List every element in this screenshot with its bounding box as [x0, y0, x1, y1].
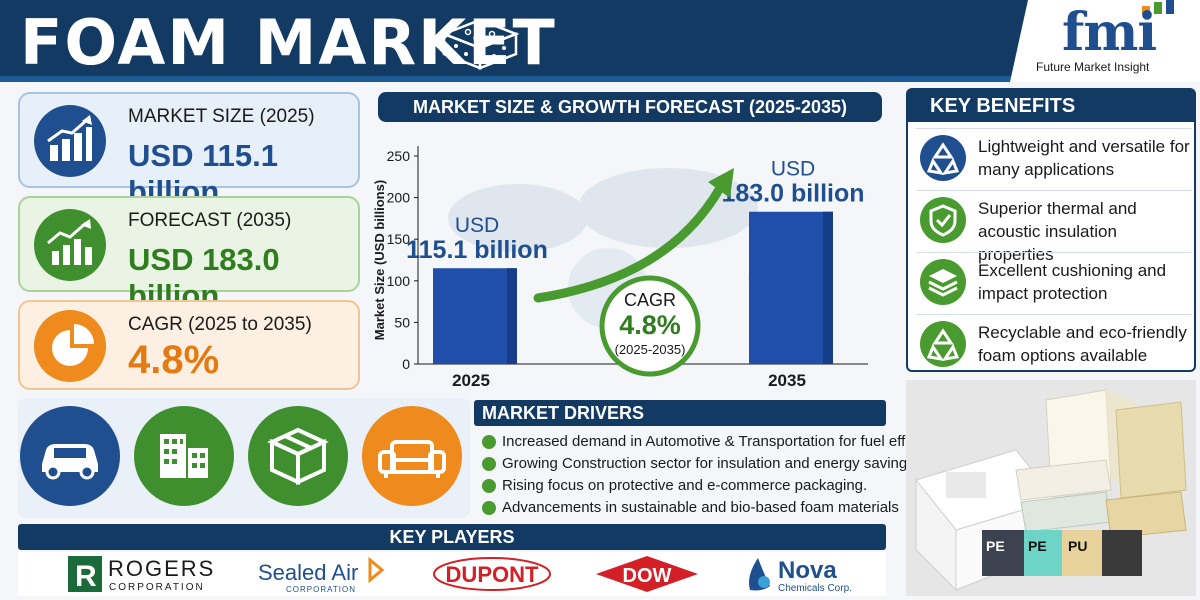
map-continent — [448, 184, 588, 252]
benefit-text: Excellent cushioning and impact protecti… — [978, 261, 1167, 303]
recycle-icon — [920, 135, 966, 181]
bar-growth-icon — [34, 105, 106, 177]
check-icon — [482, 479, 496, 493]
logo-subtitle: Future Market Insight — [1036, 60, 1150, 74]
bar-shade — [507, 268, 517, 364]
nova-sub: Chemicals Corp. — [778, 583, 852, 594]
cagr-label: CAGR (2025 to 2035) — [128, 314, 312, 335]
growth-arrow — [533, 183, 725, 303]
bar — [433, 268, 517, 364]
sealed-air-name: Sealed Air — [258, 560, 358, 585]
bar-label-currency: USD — [455, 214, 499, 237]
header-stripe — [0, 76, 1200, 82]
shield-icon — [920, 197, 966, 243]
benefit-text: Recyclable and eco-friendly foam options… — [978, 323, 1187, 365]
chart-title: MARKET SIZE & GROWTH FORECAST (2025-2035… — [378, 92, 882, 122]
cagr-badge-period: (2025-2035) — [615, 342, 686, 357]
benefit-item: Recyclable and eco-friendly foam options… — [916, 314, 1192, 370]
key-benefits-panel: KEY BENEFITS Lightweight and versatile f… — [906, 88, 1196, 372]
dow-logo: DOW — [596, 556, 698, 592]
key-players-logos: R ROGERS CORPORATION Sealed Air CORPORAT… — [18, 552, 886, 596]
x-tick-label: 2025 — [452, 371, 490, 390]
svg-text:R: R — [75, 560, 97, 593]
recycle-icon — [920, 321, 966, 367]
nova-logo: Nova Chemicals Corp. — [749, 557, 852, 594]
y-tick-label: 200 — [387, 190, 411, 206]
driver-item: Rising focus on protective and e-commerc… — [482, 475, 902, 497]
market-drivers-list: Increased demand in Automotive & Transpo… — [482, 431, 954, 519]
bar-shade — [823, 211, 833, 364]
benefit-text: Lightweight and versatile for many appli… — [978, 137, 1190, 179]
foam-tag-pe: PE — [1028, 538, 1047, 554]
package-icon — [248, 406, 348, 506]
market-growth-chart: 0 50 100 150 200 250 Market Size (USD billions… — [372, 146, 868, 390]
benefit-text: Superior thermal and acoustic insulation… — [978, 199, 1137, 264]
driver-text: Advancements in sustainable and bio-base… — [502, 499, 899, 516]
benefit-item: Lightweight and versatile for many appli… — [916, 128, 1192, 184]
dupont-name: DUPONT — [446, 562, 539, 587]
benefit-item: Superior thermal and acoustic insulation… — [916, 190, 1192, 264]
y-tick-label: 0 — [402, 356, 410, 372]
cagr-badge-value: 4.8% — [619, 310, 681, 340]
buildings-icon — [134, 406, 234, 506]
x-tick-label: 2035 — [768, 371, 806, 390]
dow-name: DOW — [623, 565, 672, 587]
driver-text: Rising focus on protective and e-commerc… — [502, 477, 868, 494]
cagr-badge — [599, 275, 701, 377]
foam-tag-pe: PE — [986, 538, 1005, 554]
layers-icon — [920, 259, 966, 305]
driver-text: Growing Construction sector for insulati… — [502, 455, 919, 472]
forecast-label: FORECAST (2035) — [128, 210, 292, 231]
sealed-air-sub: CORPORATION — [286, 585, 356, 594]
driver-item: Advancements in sustainable and bio-base… — [482, 497, 902, 519]
foam-block-icon — [440, 18, 520, 70]
bar-label-value: 183.0 billion — [721, 180, 864, 208]
cagr-badge-label: CAGR — [624, 290, 676, 310]
y-tick-label: 50 — [394, 314, 410, 330]
industry-icons-panel — [18, 398, 470, 518]
check-icon — [482, 457, 496, 471]
nova-name: Nova — [778, 557, 837, 584]
sofa-icon — [362, 406, 462, 506]
y-tick-label: 150 — [387, 231, 411, 247]
pie-chart-icon — [34, 310, 106, 382]
check-icon — [482, 501, 496, 515]
rogers-name: ROGERS — [108, 556, 215, 581]
foam-tag-pu: PU — [1068, 538, 1088, 554]
rogers-sub: CORPORATION — [109, 582, 205, 593]
driver-text: Increased demand in Automotive & Transpo… — [502, 433, 955, 450]
check-icon — [482, 435, 496, 449]
bar-label-value: 115.1 billion — [406, 236, 548, 264]
forecast-card: FORECAST (2035) USD 183.0 billion — [18, 196, 360, 313]
key-players-title: KEY PLAYERS — [18, 524, 886, 550]
sealed-air-logo: Sealed Air CORPORATION — [258, 556, 385, 594]
key-benefits-title: KEY BENEFITS — [908, 90, 1194, 122]
market-size-card: MARKET SIZE (2025) USD 115.1 billion — [18, 92, 360, 209]
rogers-logo: R ROGERS CORPORATION — [68, 556, 215, 593]
foam-products-photo: PE PE PU — [906, 380, 1196, 596]
driver-item: Growing Construction sector for insulati… — [482, 453, 919, 475]
logo-bars-icon — [1142, 0, 1174, 14]
y-tick-label: 250 — [387, 148, 411, 164]
car-icon — [20, 406, 120, 506]
logo-word: fmi — [1062, 2, 1157, 63]
y-axis-label: Market Size (USD billions) — [372, 180, 387, 340]
dupont-logo: DUPONT — [433, 557, 551, 591]
foam-blocks-illustration — [906, 380, 1196, 596]
bar-label-currency: USD — [771, 158, 815, 181]
fmi-logo: fmi Future Market Insight — [1010, 0, 1200, 82]
bar — [749, 211, 833, 364]
trend-up-icon — [34, 209, 106, 281]
map-continent — [578, 168, 758, 248]
cagr-value: 4.8% — [128, 338, 220, 382]
growth-arrow-head — [708, 168, 734, 198]
cagr-card: CAGR (2025 to 2035) 4.8% — [18, 300, 360, 390]
driver-item: Increased demand in Automotive & Transpo… — [482, 431, 954, 453]
market-size-label: MARKET SIZE (2025) — [128, 106, 315, 127]
header-banner: FOAM MARKET fmi Future Market Insight — [0, 0, 1200, 82]
market-drivers-title: MARKET DRIVERS — [474, 400, 886, 426]
y-tick-label: 100 — [387, 273, 411, 289]
benefit-item: Excellent cushioning and impact protecti… — [916, 252, 1192, 308]
